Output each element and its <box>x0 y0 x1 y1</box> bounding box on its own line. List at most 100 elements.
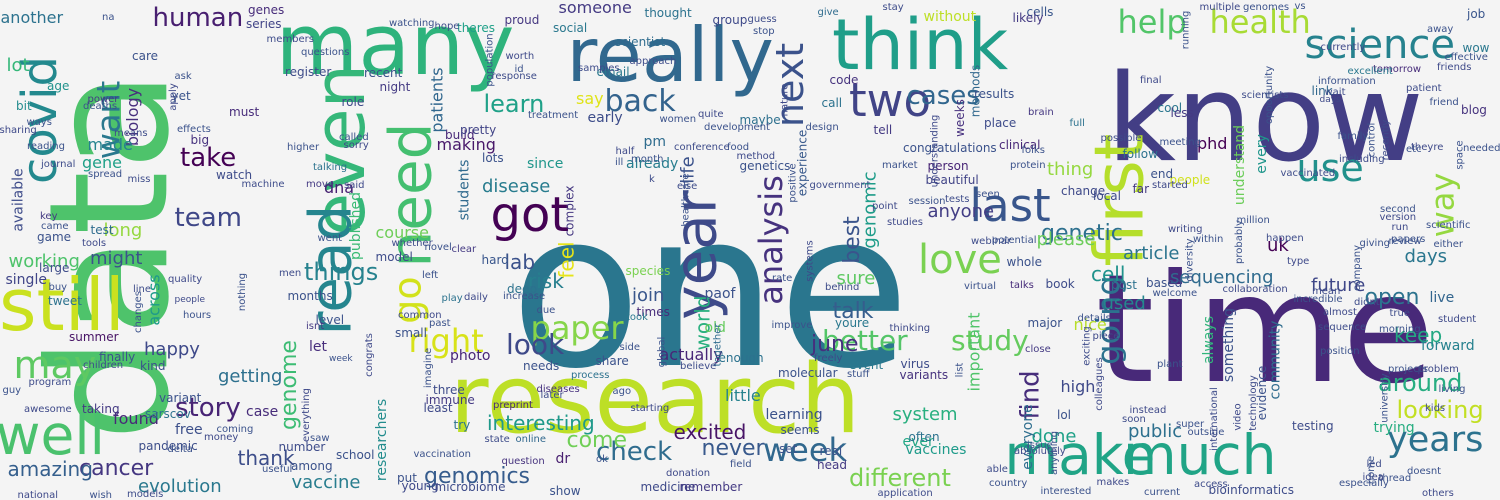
word-science: science <box>1304 22 1456 68</box>
word-close: close <box>1025 344 1051 355</box>
word-everyone: everyone <box>1019 404 1036 470</box>
word-head: head <box>817 458 847 472</box>
word-amazing: amazing <box>7 457 93 481</box>
word-article: article <box>1123 243 1180 264</box>
word-post: post <box>1111 278 1137 292</box>
word-session: session <box>908 196 946 207</box>
word-vaccines: vaccines <box>905 442 967 458</box>
word-three: three <box>433 383 465 397</box>
word-etc: etc <box>1406 144 1422 155</box>
word-version: version <box>1379 212 1417 223</box>
word-within: within <box>1193 234 1224 245</box>
word-community: community <box>1266 320 1283 400</box>
word-two: two <box>849 73 931 127</box>
word-link: link <box>1311 84 1333 98</box>
word-information: information <box>1318 76 1376 87</box>
word-point: point <box>872 201 898 212</box>
word-model: model <box>375 250 413 264</box>
word-members: members <box>266 34 314 45</box>
word-talks: talks <box>1010 280 1034 291</box>
word-researchers: researchers <box>374 398 391 482</box>
word-weeks: weeks <box>952 99 967 137</box>
word-true: true <box>1389 308 1411 319</box>
word-people: people <box>1169 173 1211 187</box>
word-meeting: meeting <box>1159 137 1201 148</box>
word-thought: thought <box>644 6 692 20</box>
word-congratulations: congratulations <box>903 141 997 155</box>
word-journal: journal <box>41 159 76 170</box>
word-case: case <box>246 404 279 420</box>
word-conference: conference <box>674 142 730 153</box>
word-know: know <box>1106 50 1424 189</box>
word-idea: idea <box>1362 472 1384 483</box>
word-giving: giving <box>1359 238 1391 249</box>
word-colleagues: colleagues <box>1093 357 1105 411</box>
word-started: started <box>1152 180 1188 191</box>
word-government: government <box>809 180 871 191</box>
word-across: across <box>144 274 164 326</box>
word-long: long <box>103 220 143 241</box>
word-opportunity: opportunity <box>1264 65 1276 125</box>
word-important: important <box>964 312 984 392</box>
word-everything: everything <box>300 388 312 442</box>
word-thank: thank <box>237 446 295 470</box>
word-still: still <box>0 263 125 347</box>
word-potential: potential <box>992 235 1037 246</box>
word-questions: questions <box>301 47 350 58</box>
word-less: less <box>1170 106 1194 120</box>
word-whole: whole <box>1006 255 1042 269</box>
word-access: access <box>1194 479 1228 490</box>
word-open: open <box>1364 285 1420 310</box>
word-outside: outside <box>1187 427 1225 438</box>
word-scientists: scientists <box>1241 90 1289 101</box>
word-later: later <box>540 390 564 401</box>
word-mean: mean <box>1312 286 1341 297</box>
word-patient: patient <box>1406 83 1442 94</box>
word-among: among <box>291 459 333 473</box>
word-always: always <box>1201 315 1218 365</box>
word-able: able <box>986 464 1008 475</box>
word-patients: patients <box>427 67 447 133</box>
word-details: details <box>1077 313 1111 324</box>
word-test: test <box>90 223 114 237</box>
word-give: give <box>817 7 839 18</box>
word-took: took <box>626 312 648 323</box>
word-sorry: sorry <box>343 140 369 151</box>
word-children: children <box>83 360 124 371</box>
word-country: country <box>989 478 1028 489</box>
word-wait: wait <box>1324 87 1346 98</box>
word-nature: nature <box>778 83 790 117</box>
word-family: family <box>1337 131 1369 142</box>
word-proud: proud <box>504 13 540 27</box>
word-pretty: pretty <box>460 123 497 137</box>
word-second: second <box>1380 204 1416 215</box>
word-dr: dr <box>555 451 571 467</box>
word-high: high <box>1060 377 1096 396</box>
word-position: position <box>1320 346 1360 357</box>
word-system: system <box>892 404 958 425</box>
word-changes: changes <box>133 290 145 334</box>
word-sure: sure <box>836 268 876 289</box>
word-friend: friend <box>1429 97 1459 108</box>
word-forward: forward <box>1421 338 1475 354</box>
word-deaths: deaths <box>83 101 118 112</box>
word-understand: understand <box>1232 124 1249 206</box>
word-hours: hours <box>183 310 212 321</box>
word-future: future <box>1311 275 1366 296</box>
word-seen: seen <box>976 189 1000 200</box>
word-probably: probably <box>1233 220 1245 264</box>
word-protein: protein <box>1010 160 1046 171</box>
word-least: least <box>423 401 453 415</box>
word-collaboration: collaboration <box>1222 284 1288 295</box>
word-ever: ever <box>902 434 934 450</box>
word-look: look <box>506 328 565 361</box>
word-exciting: exciting <box>1081 326 1093 366</box>
word-lot: lot <box>6 55 30 76</box>
word-gene: gene <box>82 153 122 172</box>
word-due: due <box>536 305 556 316</box>
word-thing: thing <box>1047 159 1094 180</box>
word-plant: plant <box>1157 359 1183 370</box>
word-level: level <box>315 313 345 327</box>
word-national: national <box>17 490 59 500</box>
word-working: working <box>8 251 80 272</box>
